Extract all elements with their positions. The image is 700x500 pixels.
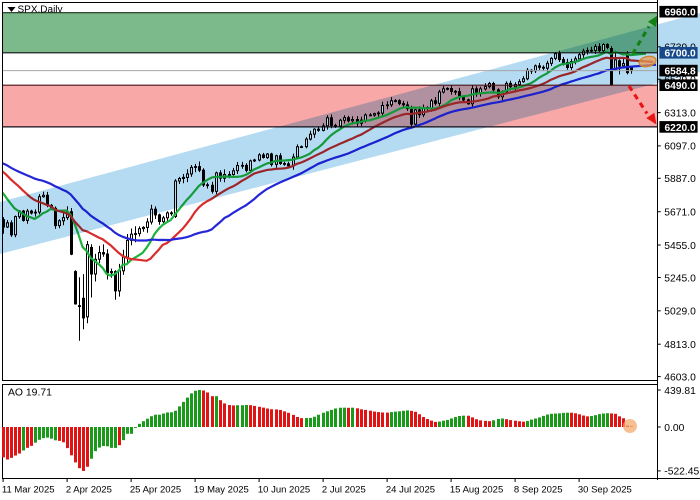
svg-text:-522.45: -522.45: [664, 467, 699, 478]
svg-text:6097.0: 6097.0: [664, 142, 696, 153]
svg-text:6490.0: 6490.0: [665, 81, 696, 92]
svg-text:5671.0: 5671.0: [664, 208, 696, 219]
svg-text:SPX,Daily: SPX,Daily: [18, 5, 63, 16]
svg-text:439.81: 439.81: [664, 386, 696, 397]
svg-text:10 Jun 2025: 10 Jun 2025: [258, 485, 310, 496]
svg-text:6313.0: 6313.0: [664, 108, 696, 119]
svg-text:6960.0: 6960.0: [665, 8, 696, 19]
svg-text:6584.8: 6584.8: [665, 67, 696, 78]
svg-text:6220.0: 6220.0: [665, 123, 696, 134]
svg-text:5029.0: 5029.0: [664, 307, 696, 318]
svg-text:11 Mar 2025: 11 Mar 2025: [2, 485, 55, 496]
svg-text:0.00: 0.00: [664, 423, 684, 434]
svg-text:4813.0: 4813.0: [664, 340, 696, 351]
svg-text:19 May 2025: 19 May 2025: [194, 485, 249, 496]
svg-text:15 Aug 2025: 15 Aug 2025: [450, 485, 503, 496]
svg-text:24 Jul 2025: 24 Jul 2025: [386, 485, 435, 496]
svg-text:4603.0: 4603.0: [664, 372, 696, 383]
svg-text:8 Sep 2025: 8 Sep 2025: [514, 485, 563, 496]
svg-text:30 Sep 2025: 30 Sep 2025: [578, 485, 632, 496]
svg-text:5455.0: 5455.0: [664, 241, 696, 252]
svg-text:5887.0: 5887.0: [664, 174, 696, 185]
svg-text:5245.0: 5245.0: [664, 273, 696, 284]
svg-text:2 Jul 2025: 2 Jul 2025: [322, 485, 366, 496]
svg-text:AO 19.71: AO 19.71: [8, 388, 52, 399]
svg-text:2 Apr 2025: 2 Apr 2025: [66, 485, 112, 496]
svg-text:6700.0: 6700.0: [665, 49, 696, 60]
svg-text:25 Apr 2025: 25 Apr 2025: [130, 485, 181, 496]
